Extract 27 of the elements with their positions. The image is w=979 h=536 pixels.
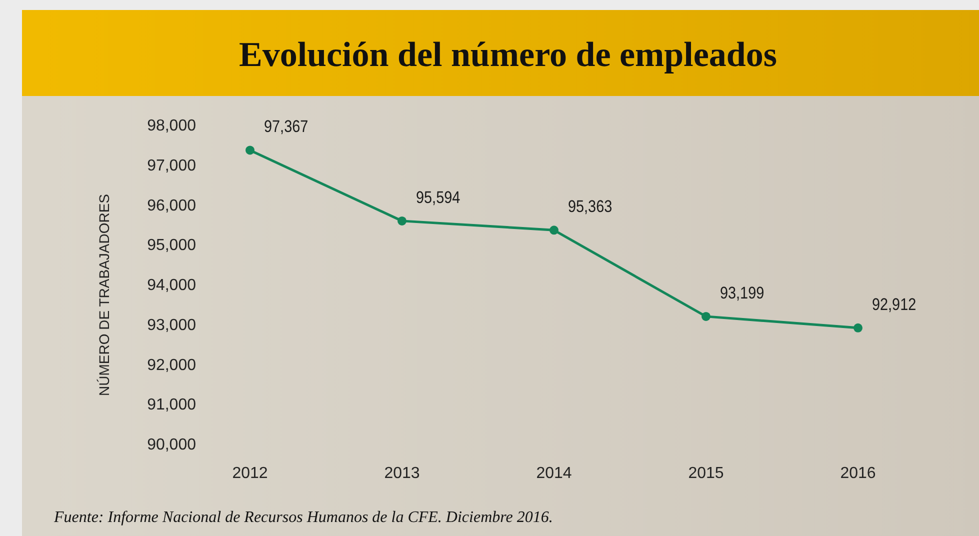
y-tick-label: 96,000 bbox=[147, 197, 196, 214]
chart-title: Evolución del número de empleados bbox=[238, 35, 778, 74]
x-tick-label: 2015 bbox=[688, 465, 724, 482]
y-tick-label: 90,000 bbox=[147, 436, 196, 454]
y-tick-label: 92,000 bbox=[147, 356, 196, 374]
y-tick-label: 98,000 bbox=[147, 118, 196, 135]
y-tick-label: 93,000 bbox=[147, 316, 196, 334]
point bbox=[550, 226, 558, 235]
y-tick-label: 95,000 bbox=[147, 237, 196, 254]
point bbox=[854, 323, 862, 332]
point bbox=[702, 312, 710, 321]
point bbox=[398, 216, 406, 226]
x-tick-label: 2014 bbox=[536, 465, 572, 482]
y-tick-label: 94,000 bbox=[147, 277, 196, 294]
data-label: 93,199 bbox=[720, 284, 764, 303]
data-label: 92,912 bbox=[872, 296, 916, 314]
point bbox=[246, 146, 254, 155]
x-tick-label: 2016 bbox=[840, 465, 876, 482]
data-label: 95,594 bbox=[416, 188, 460, 208]
y-tick-label: 91,000 bbox=[147, 396, 196, 414]
data-label: 95,363 bbox=[568, 198, 612, 216]
x-tick-label: 2013 bbox=[384, 465, 420, 482]
y-axis-title: NÚMERO DE TRABAJADORES bbox=[96, 194, 112, 396]
data-label: 97,367 bbox=[264, 118, 308, 137]
source-note: Fuente: Informe Nacional de Recursos Humanos de la CFE. Diciembre 2016. bbox=[53, 509, 553, 526]
y-tick-label: 97,000 bbox=[147, 157, 196, 174]
x-tick-label: 2012 bbox=[232, 465, 268, 482]
